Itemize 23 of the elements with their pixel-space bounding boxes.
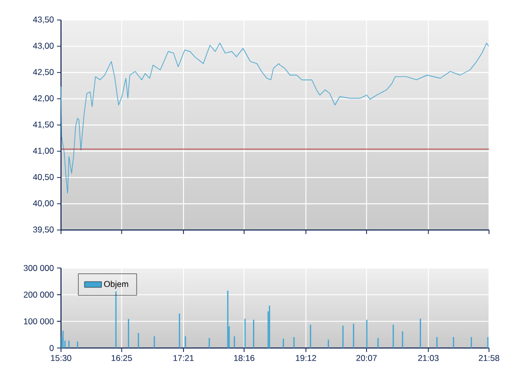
- y-tick-label: 40,50: [32, 174, 54, 181]
- x-tick-label: 19:12: [296, 355, 316, 362]
- x-tick-label: 16:25: [112, 355, 132, 362]
- x-tick-label: 17:21: [173, 355, 194, 361]
- y-tick-label: 40,00: [32, 200, 54, 208]
- x-tick-label: 21:03: [418, 355, 439, 362]
- y-tick-label: 100 000: [24, 318, 54, 324]
- y-tick-label: 42,00: [32, 95, 54, 102]
- y-tick-label: 42,50: [32, 69, 54, 76]
- line-series: [60, 42, 489, 194]
- y-tick-label: 41,00: [32, 148, 54, 155]
- x-tick-label: 21:58: [478, 355, 500, 362]
- y-tick-label: 43,00: [32, 42, 54, 50]
- legend-label: Objem: [104, 280, 128, 289]
- y-tick-label: 43,50: [32, 16, 54, 24]
- y-tick-label: 300 000: [24, 265, 54, 271]
- x-tick-label: 20:07: [356, 355, 377, 362]
- y-tick-label: 39,50: [33, 226, 54, 234]
- y-tick-label: 41,50: [32, 122, 54, 128]
- x-tick-label: 15:30: [51, 355, 72, 362]
- y-tick-label: 200 000: [24, 292, 54, 298]
- y-tick-label: 0: [50, 345, 54, 351]
- x-tick-label: 18:16: [234, 355, 254, 362]
